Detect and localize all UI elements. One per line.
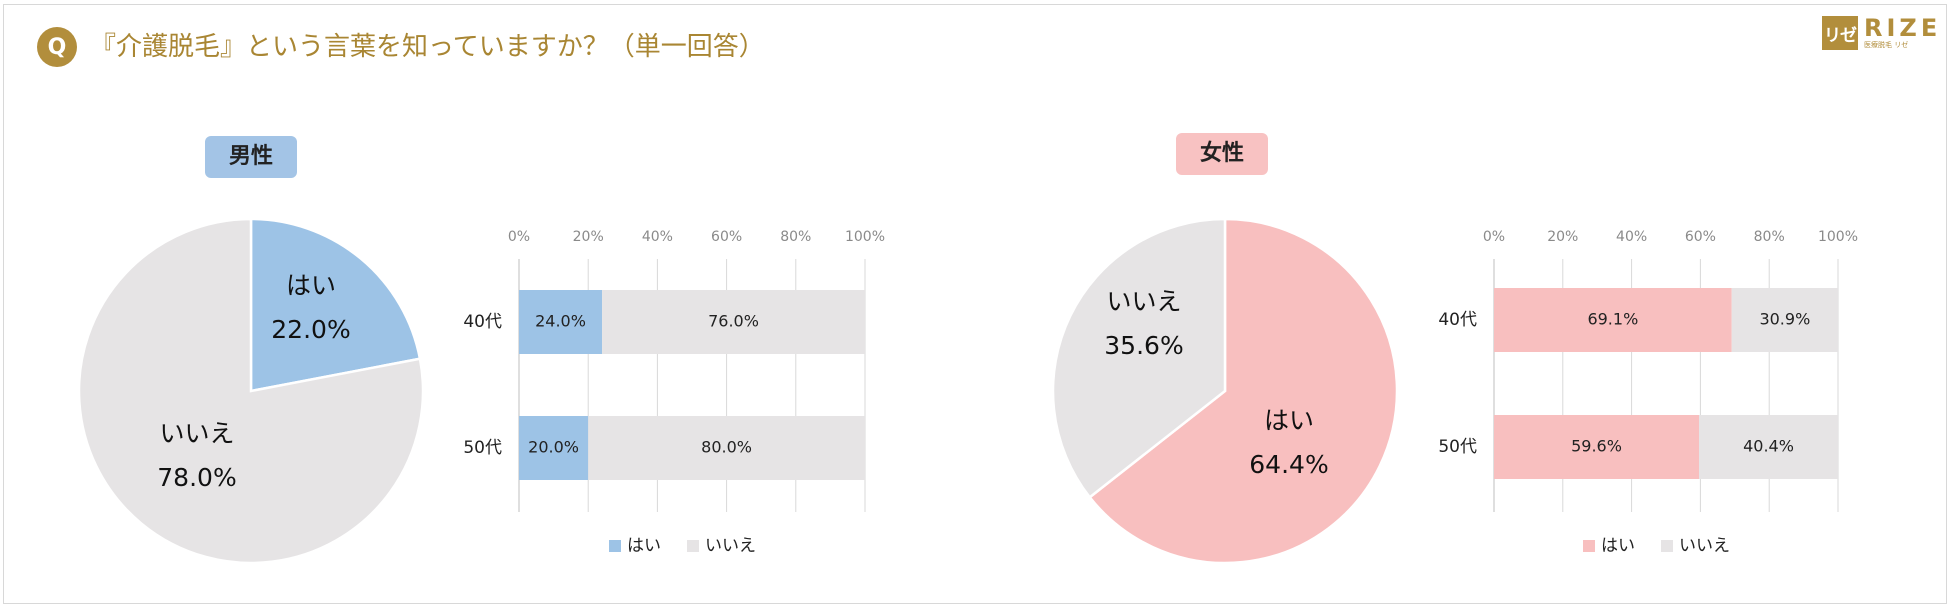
female-category-label: 50代 [1438,437,1477,457]
question-title: 『介護脱毛』という言葉を知っていますか？（単一回答） [90,32,765,62]
female-pie-category-label: いいえ [1106,287,1181,316]
male-legend-swatch [687,540,699,552]
female-legend-swatch [1661,540,1673,552]
question-badge: Q [37,27,77,67]
male-panel-label: 男性 [205,136,297,178]
male-legend-swatch [609,540,621,552]
male-tick-label: 80% [780,229,811,245]
male-bar-value-label: 24.0% [535,312,586,331]
male-tick-label: 40% [642,229,673,245]
female-legend-label: はい [1601,536,1635,556]
female-pie-slice-1 [1051,217,1227,500]
female-bar-no [1699,415,1838,479]
male-pie-category-label: いいえ [159,419,234,448]
female-tick-label: 100% [1818,229,1858,245]
male-bar-value-label: 76.0% [708,312,759,331]
female-tick-label: 20% [1547,229,1578,245]
male-tick-label: 100% [845,229,885,245]
male-tick-label: 60% [711,229,742,245]
female-pie-value-label: 35.6% [1104,331,1183,360]
female-category-label: 40代 [1438,310,1477,330]
female-panel-label: 女性 [1176,133,1268,175]
female-bar-no [1731,288,1838,352]
female-legend-swatch [1583,540,1595,552]
male-bar-no [602,290,865,354]
male-bar-no [588,416,865,480]
female-tick-label: 60% [1685,229,1716,245]
male-legend-label: はい [627,536,661,556]
male-pie-value-label: 22.0% [271,315,350,344]
female-bar-value-label: 30.9% [1759,310,1810,329]
male-tick-label: 20% [573,229,604,245]
female-legend-label: いいえ [1679,536,1730,556]
male-bar-value-label: 20.0% [528,438,579,457]
female-bar-value-label: 40.4% [1743,437,1794,456]
female-bar-value-label: 69.1% [1587,310,1638,329]
female-pie-slice-0 [1088,217,1399,565]
male-pie-value-label: 78.0% [157,463,236,492]
male-bar-value-label: 80.0% [701,438,752,457]
female-bar-value-label: 59.6% [1571,437,1622,456]
male-category-label: 40代 [463,312,502,332]
male-category-label: 50代 [463,438,502,458]
logo-text: RIZE 医療脱毛 リゼ [1864,16,1941,50]
male-bar-yes [519,290,603,354]
female-pie-category-label: はい [1264,406,1314,435]
male-legend-label: いいえ [705,536,756,556]
female-bar-yes [1494,288,1732,352]
male-bar-yes [519,416,589,480]
female-tick-label: 40% [1616,229,1647,245]
brand-logo: リゼ RIZE 医療脱毛 リゼ [1822,16,1941,50]
female-pie-value-label: 64.4% [1249,450,1328,479]
female-bar-yes [1494,415,1700,479]
female-tick-label: 80% [1754,229,1785,245]
male-pie-slice-1 [77,217,425,565]
male-tick-label: 0% [508,229,530,245]
female-tick-label: 0% [1483,229,1505,245]
logo-subtitle: 医療脱毛 リゼ [1864,41,1909,49]
logo-word: RIZE [1864,14,1942,42]
male-pie-slice-0 [249,217,422,393]
male-pie-category-label: はい [286,271,336,300]
logo-mark: リゼ [1822,16,1858,50]
